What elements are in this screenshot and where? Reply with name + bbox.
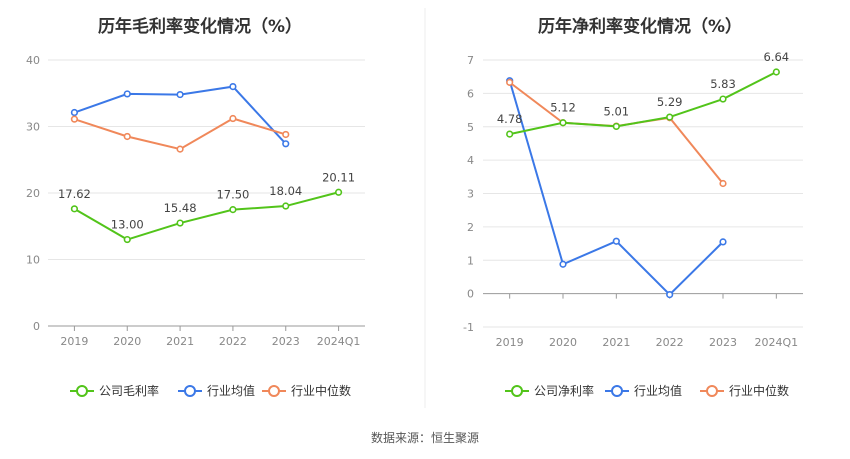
series-line bbox=[509, 81, 724, 185]
legend-item[interactable]: 行业均值 bbox=[178, 383, 255, 398]
y-tick-label: 40 bbox=[26, 54, 40, 67]
data-point bbox=[123, 235, 131, 244]
x-tick-label: 2024Q1 bbox=[317, 335, 361, 348]
legend-label: 行业中位数 bbox=[729, 383, 789, 398]
data-label: 18.04 bbox=[269, 184, 302, 198]
legend-item[interactable]: 公司净利率 bbox=[505, 383, 594, 398]
legend-swatch-marker bbox=[511, 385, 523, 397]
legend-item[interactable]: 公司毛利率 bbox=[70, 383, 159, 398]
data-point bbox=[282, 202, 290, 210]
data-label: 5.83 bbox=[710, 77, 736, 91]
x-tick-label: 2023 bbox=[709, 336, 737, 349]
legend-label: 公司毛利率 bbox=[99, 383, 159, 398]
data-label: 6.64 bbox=[764, 50, 790, 64]
data-point bbox=[70, 108, 79, 117]
y-tick-label: 7 bbox=[467, 54, 474, 67]
y-tick-label: 1 bbox=[467, 254, 474, 267]
x-tick-label: 2023 bbox=[272, 335, 300, 348]
legend-swatch-marker bbox=[611, 385, 623, 397]
data-label: 5.12 bbox=[550, 101, 576, 115]
x-tick-label: 2022 bbox=[656, 336, 684, 349]
legend-label: 行业均值 bbox=[207, 383, 255, 398]
legend-swatch-marker bbox=[76, 385, 88, 397]
data-point bbox=[559, 260, 567, 268]
x-tick-label: 2020 bbox=[549, 336, 577, 349]
y-tick-label: 2 bbox=[467, 221, 474, 234]
data-label: 5.29 bbox=[657, 95, 683, 109]
data-point bbox=[719, 95, 727, 103]
y-tick-label: 3 bbox=[467, 188, 474, 201]
data-point bbox=[229, 206, 237, 214]
data-label: 20.11 bbox=[322, 170, 355, 184]
y-tick-label: 4 bbox=[467, 154, 474, 167]
legend-swatch-marker bbox=[184, 385, 196, 397]
data-point bbox=[506, 78, 514, 86]
legend-swatch-marker bbox=[268, 385, 280, 397]
legend-label: 公司净利率 bbox=[534, 383, 594, 398]
data-point bbox=[176, 145, 184, 153]
legend-item[interactable]: 行业均值 bbox=[605, 383, 682, 398]
data-label: 5.01 bbox=[604, 104, 630, 118]
x-tick-label: 2020 bbox=[113, 335, 141, 348]
x-tick-label: 2024Q1 bbox=[755, 336, 799, 349]
data-point bbox=[70, 115, 79, 123]
data-label: 17.62 bbox=[58, 187, 91, 201]
x-tick-label: 2021 bbox=[602, 336, 630, 349]
data-point bbox=[666, 291, 674, 299]
data-point bbox=[229, 114, 237, 123]
data-point bbox=[772, 68, 780, 76]
y-tick-label: 20 bbox=[26, 187, 40, 200]
series-line bbox=[74, 117, 287, 151]
y-tick-label: 0 bbox=[33, 320, 40, 333]
chart-title: 历年毛利率变化情况（%） bbox=[98, 16, 302, 37]
data-point bbox=[612, 237, 620, 245]
data-label: 15.48 bbox=[164, 201, 197, 215]
legend-label: 行业均值 bbox=[634, 383, 682, 398]
data-point bbox=[334, 188, 343, 196]
data-point bbox=[666, 113, 674, 121]
net-margin-chart: 历年净利率变化情况（%） -1 0 1 2 3 4 5 6 7 2019 2020 2021 2022 20… bbox=[463, 16, 803, 398]
data-point bbox=[282, 130, 290, 139]
gross-margin-chart: 历年毛利率变化情况（%） 0 10 20 30 40 2019 2020 2021 2022 202… bbox=[26, 16, 365, 398]
data-point bbox=[612, 122, 620, 131]
y-tick-label: 6 bbox=[467, 87, 474, 100]
data-point bbox=[229, 82, 237, 91]
data-point bbox=[176, 90, 184, 99]
x-tick-label: 2019 bbox=[60, 335, 88, 348]
y-tick-label: -1 bbox=[463, 321, 474, 334]
data-point bbox=[123, 132, 131, 141]
legend-swatch-marker bbox=[706, 385, 718, 397]
x-tick-label: 2022 bbox=[219, 335, 247, 348]
data-point bbox=[559, 119, 567, 127]
data-point bbox=[719, 238, 727, 246]
data-point bbox=[282, 140, 290, 148]
x-tick-label: 2019 bbox=[496, 336, 524, 349]
series-line bbox=[509, 71, 777, 136]
y-tick-label: 10 bbox=[26, 254, 40, 267]
y-tick-label: 30 bbox=[26, 121, 40, 134]
series-line bbox=[73, 191, 339, 241]
chart-title: 历年净利率变化情况（%） bbox=[538, 16, 742, 37]
y-tick-label: 0 bbox=[467, 288, 474, 301]
data-label: 13.00 bbox=[111, 218, 144, 232]
data-point bbox=[719, 179, 727, 188]
x-tick-label: 2021 bbox=[166, 335, 194, 348]
legend-item[interactable]: 行业中位数 bbox=[262, 383, 351, 398]
data-point bbox=[506, 130, 514, 138]
data-point bbox=[70, 205, 79, 213]
legend-label: 行业中位数 bbox=[291, 383, 351, 398]
data-label: 4.78 bbox=[497, 112, 523, 126]
y-tick-label: 5 bbox=[467, 121, 474, 134]
source-note: 数据来源：恒生聚源 bbox=[371, 430, 479, 445]
data-point bbox=[123, 90, 131, 98]
data-point bbox=[176, 219, 184, 227]
legend-item[interactable]: 行业中位数 bbox=[700, 383, 789, 398]
data-label: 17.50 bbox=[216, 188, 249, 202]
